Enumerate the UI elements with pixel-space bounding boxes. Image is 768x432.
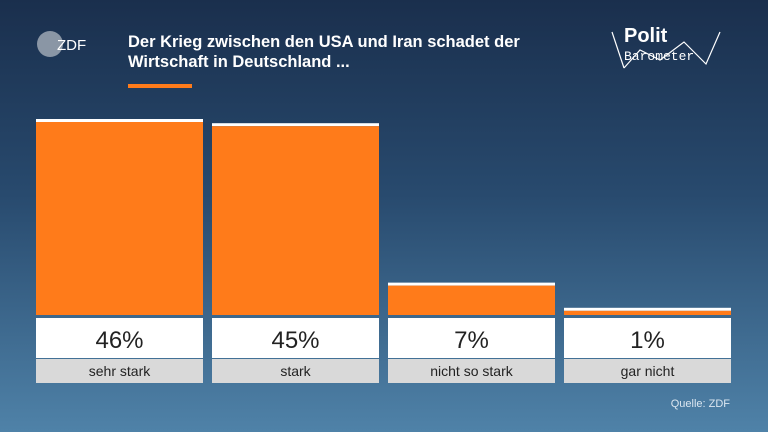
category-box <box>564 359 731 383</box>
category-label: gar nicht <box>621 363 675 379</box>
bar <box>388 285 555 315</box>
bar-top-line <box>36 119 203 122</box>
chart-title: Der Krieg zwischen den USA und Iran scha… <box>128 32 588 72</box>
value-label: 7% <box>454 327 489 354</box>
zdf-logo-text: ZDF <box>57 37 86 54</box>
value-box <box>212 318 379 358</box>
polit-word: Polit <box>624 25 668 47</box>
chart-title-line-1: Der Krieg zwischen den USA und Iran scha… <box>128 33 520 51</box>
bar-top-line <box>388 282 555 286</box>
category-box <box>212 359 379 383</box>
chart-title-line-2: Wirtschaft in Deutschland ... <box>128 53 350 71</box>
bar-group: 7% nicht so stark <box>388 282 555 383</box>
category-box <box>388 359 555 383</box>
category-box <box>36 359 203 383</box>
politbarometer-logo: Polit Barometer <box>611 25 721 69</box>
bar <box>564 310 731 315</box>
polit-zigzag-icon <box>611 31 721 69</box>
bar-top-line <box>564 307 731 311</box>
zdf-logo: ZDF <box>37 31 86 57</box>
bar <box>212 126 379 316</box>
source-note: Quelle: ZDF <box>670 398 730 410</box>
value-box <box>388 318 555 358</box>
bar-top-line <box>212 123 379 127</box>
bar-group: 1% gar nicht <box>564 307 731 383</box>
value-label: 46% <box>95 327 143 354</box>
bar <box>36 122 203 315</box>
barometer-word: Barometer <box>624 49 694 64</box>
value-label: 45% <box>271 327 319 354</box>
bar-group: 45% stark <box>212 123 379 383</box>
value-box <box>564 318 731 358</box>
value-label: 1% <box>630 327 665 354</box>
category-label: stark <box>280 363 311 379</box>
value-box <box>36 318 203 358</box>
category-label: nicht so stark <box>430 363 513 379</box>
title-underline <box>128 84 192 88</box>
bar-group: 46% sehr stark <box>36 119 203 383</box>
category-label: sehr stark <box>89 363 151 379</box>
